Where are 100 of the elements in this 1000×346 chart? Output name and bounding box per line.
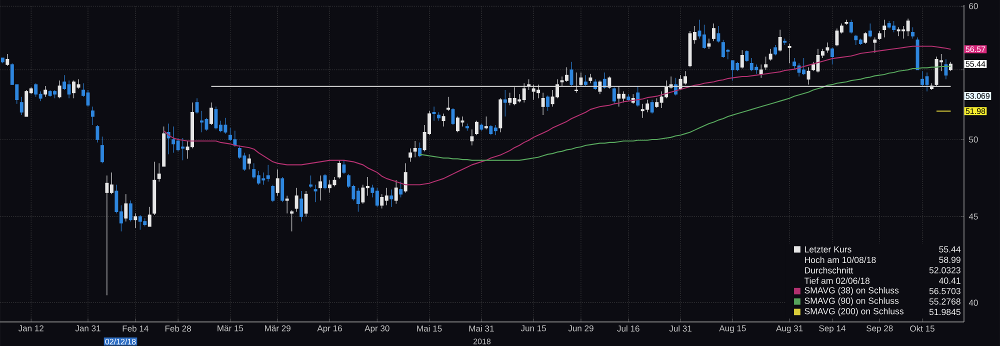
candlestick	[390, 189, 394, 208]
candlestick	[612, 87, 616, 104]
candlestick	[480, 123, 484, 132]
legend-label: SMAVG (200) on Schluss	[804, 308, 904, 316]
y-tick-label: 45	[968, 214, 978, 220]
x-tick-label: Mai 15	[417, 325, 442, 332]
annotation: 52.0323	[929, 267, 960, 274]
annotation: 51.9845	[929, 308, 960, 316]
candlestick	[342, 160, 346, 174]
x-tick-label: Jun 15	[520, 325, 546, 332]
annotation: 40.41	[939, 278, 960, 284]
y-tick-label: 50	[969, 136, 978, 143]
candlestick	[584, 74, 588, 86]
candlestick	[474, 120, 478, 136]
candlestick	[338, 160, 341, 179]
candlestick	[0, 58, 4, 64]
candlestick	[484, 116, 488, 130]
candlestick	[546, 95, 550, 112]
candlestick	[304, 190, 308, 217]
candlestick	[707, 38, 711, 50]
candlestick	[148, 206, 152, 227]
x-tick-label: Jan 31	[75, 325, 100, 332]
candlestick	[157, 163, 161, 182]
candlestick	[271, 184, 275, 202]
candlestick	[314, 184, 318, 202]
candlestick	[280, 176, 284, 202]
candlestick	[764, 56, 768, 70]
candlestick	[318, 175, 322, 201]
candlestick	[399, 181, 403, 198]
candlestick	[878, 30, 882, 40]
candlestick	[446, 96, 450, 112]
candlestick	[740, 50, 744, 69]
candlestick	[849, 19, 853, 34]
candlestick	[44, 86, 48, 98]
x-tick-label: Okt 15	[910, 325, 934, 332]
candlestick	[276, 169, 280, 196]
candlestick	[20, 96, 24, 116]
candlestick	[944, 58, 948, 80]
candlestick	[844, 19, 848, 26]
annotation: 58.99	[939, 256, 960, 263]
candlestick	[716, 26, 720, 43]
x-tick-label: Jun 29	[568, 325, 594, 332]
candlestick	[413, 140, 417, 158]
text: 2018	[474, 338, 491, 344]
candlestick	[778, 29, 782, 52]
candlestick	[300, 190, 304, 222]
legend-label: SMAVG (38) on Schluss	[804, 287, 899, 296]
annotation: 55.44	[939, 246, 961, 252]
candlestick	[788, 43, 792, 64]
annotation: Hoch am 10/08/18	[804, 256, 876, 264]
candlestick	[948, 62, 952, 72]
candlestick	[470, 129, 474, 146]
candlestick	[873, 37, 877, 54]
candlestick	[774, 44, 778, 56]
candlestick	[626, 94, 630, 102]
candlestick	[864, 32, 868, 44]
candlestick	[91, 106, 94, 126]
candlestick	[210, 102, 213, 126]
candlestick	[570, 62, 574, 86]
y-tick-label: 60	[969, 3, 978, 10]
candlestick	[911, 26, 915, 39]
x-tick-label: Apr 30	[364, 325, 390, 334]
candlestick	[783, 38, 787, 46]
candlestick	[451, 108, 455, 126]
x-tick-label: Jul 31	[669, 325, 692, 332]
candlestick	[541, 92, 545, 116]
candlestick	[712, 23, 716, 42]
annotation: Tief am 02/06/18	[804, 277, 870, 284]
candlestick	[128, 200, 132, 222]
candlestick	[134, 213, 138, 228]
candlestick	[437, 112, 440, 122]
annotation: 56.57	[966, 46, 986, 52]
candlestick	[826, 42, 830, 54]
candlestick	[96, 124, 100, 143]
candlestick	[882, 19, 886, 38]
text: 02/12/18	[105, 338, 136, 344]
candlestick	[579, 72, 583, 86]
legend-label: Letzter Kurs	[804, 246, 852, 252]
candlestick	[868, 23, 872, 38]
annotation: 55.2768	[929, 298, 960, 305]
x-tick-label: Feb 14	[122, 325, 148, 332]
x-tick-label: Mai 31	[469, 325, 494, 332]
y-tick-label: 40	[968, 300, 978, 306]
candlestick	[442, 113, 446, 127]
annotation: 51.98	[966, 108, 986, 114]
candlestick	[309, 175, 313, 188]
x-tick-label: Apr 16	[317, 325, 342, 334]
candlestick	[465, 123, 469, 132]
candlestick	[768, 48, 772, 61]
candlestick	[588, 74, 592, 84]
candlestick	[498, 98, 502, 133]
candlestick	[916, 37, 920, 70]
candlestick	[574, 72, 578, 94]
candlestick	[806, 66, 810, 85]
x-tick-label: Aug 15	[719, 325, 746, 333]
x-tick-label: Sep 14	[819, 325, 846, 334]
candlestick	[394, 180, 398, 204]
candlestick	[247, 154, 251, 170]
x-tick-label: Jul 16	[617, 325, 640, 332]
candlestick	[418, 142, 422, 158]
